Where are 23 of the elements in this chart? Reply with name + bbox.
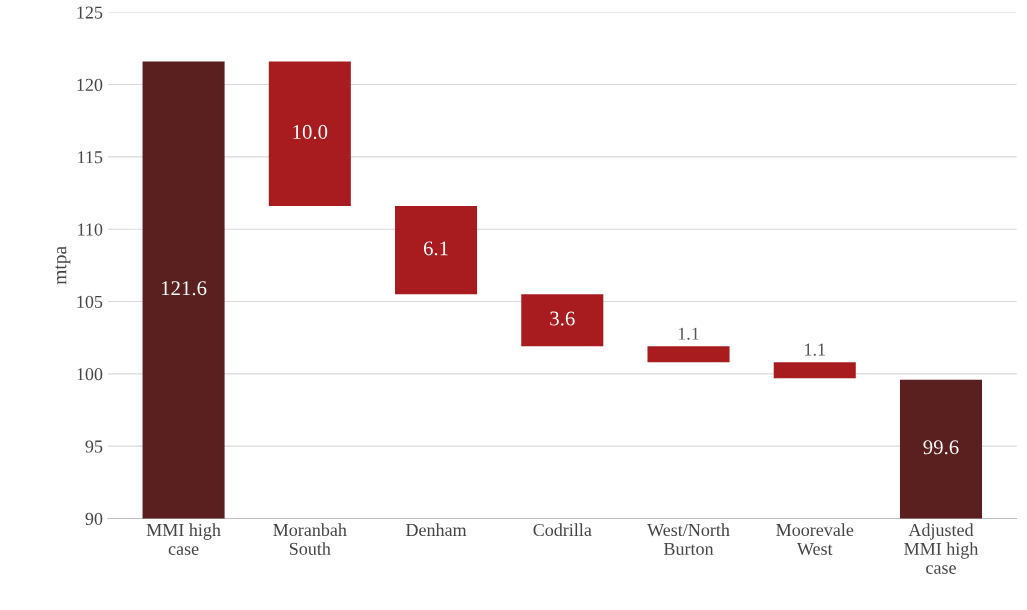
- x-tick-label: Denham: [405, 523, 467, 537]
- y-tick-label: 125: [77, 6, 103, 19]
- x-tick-label: Moorevale West: [776, 523, 854, 556]
- data-label: 3.6: [550, 311, 575, 326]
- x-tick-label: Adjusted MMI high case: [904, 523, 979, 574]
- x-tick-label: Moranbah South: [273, 523, 347, 555]
- data-label: 99.6: [923, 440, 959, 455]
- x-tick-label: Codrilla: [533, 523, 592, 537]
- x-tick-label: MMI high case: [146, 523, 221, 555]
- data-label: 1.1: [678, 327, 699, 340]
- x-tick-label: West/North Burton: [647, 523, 730, 555]
- data-label: 10.0: [293, 124, 328, 140]
- y-tick-label: 120: [77, 78, 103, 91]
- y-tick-label: 95: [85, 440, 103, 453]
- data-label: 121.6: [161, 281, 207, 296]
- y-tick-label: 115: [78, 151, 103, 164]
- y-axis-title: mtpa: [55, 246, 71, 285]
- y-tick-label: 110: [78, 223, 103, 236]
- data-label: 6.1: [423, 241, 448, 256]
- data-label: 1.1: [805, 343, 825, 356]
- y-tick-label: 90: [85, 512, 103, 525]
- y-tick-label: 100: [77, 368, 103, 381]
- y-tick-label: 105: [77, 295, 103, 308]
